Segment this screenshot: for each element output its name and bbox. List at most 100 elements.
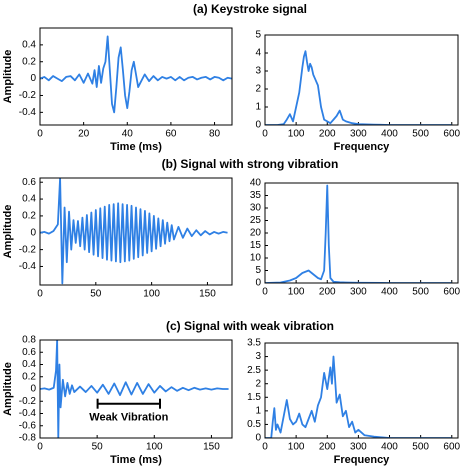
x-tick-label: 200 (319, 287, 336, 298)
axes-frame (264, 34, 459, 126)
y-tick-label: 0.4 (22, 359, 36, 370)
y-tick-label: 0.2 (22, 211, 36, 222)
signal-line (265, 50, 452, 125)
panel-title: (b) Signal with strong vibration (162, 157, 339, 171)
x-tick-label: 500 (412, 442, 429, 453)
x-tick-label: 0 (37, 129, 43, 140)
signal-line (265, 355, 452, 438)
x-tick-label: 100 (288, 287, 305, 298)
signal-line (40, 340, 229, 438)
y-tick-label: 0.6 (22, 177, 36, 188)
signal-line (40, 35, 232, 114)
x-tick-label: 500 (412, 129, 429, 140)
plot-area (40, 35, 232, 114)
y-tick-label: 2 (255, 378, 261, 389)
y-axis-label: Amplitude (2, 362, 14, 416)
y-tick-label: 1 (255, 102, 261, 113)
y-tick-label: 1 (255, 405, 261, 416)
y-tick-label: 25 (250, 215, 262, 226)
x-tick-label: 150 (199, 289, 216, 300)
axes-frame (39, 177, 233, 286)
x-tick-label: 150 (203, 442, 220, 453)
panel-title: (c) Signal with weak vibration (166, 319, 334, 333)
y-tick-label: -0.6 (19, 420, 37, 431)
axes-frame (264, 182, 459, 284)
x-axis-label: Time (ms) (110, 141, 162, 153)
y-tick-label: -0.2 (19, 396, 37, 407)
x-axis-label: Frequency (334, 141, 391, 153)
x-axis-label: Time (ms) (110, 454, 162, 466)
y-tick-label: 15 (250, 240, 262, 251)
x-tick-label: 400 (381, 129, 398, 140)
y-tick-label: 0 (255, 433, 261, 444)
axes-frame (39, 27, 233, 126)
axes-frame (264, 342, 459, 439)
y-tick-label: 4 (255, 48, 261, 59)
y-tick-label: 0 (255, 278, 261, 289)
y-tick-label: 1.5 (247, 392, 261, 403)
y-tick-label: 30 (250, 203, 262, 214)
axes-frame (39, 339, 233, 439)
y-tick-label: 0 (255, 120, 261, 131)
x-tick-label: 600 (443, 287, 460, 298)
x-tick-label: 0 (262, 287, 268, 298)
x-tick-label: 200 (319, 442, 336, 453)
y-tick-label: 0.2 (22, 56, 36, 67)
y-tick-label: 0.2 (22, 371, 36, 382)
plot-area (265, 355, 452, 438)
x-tick-label: 200 (319, 129, 336, 140)
signal-line (40, 178, 228, 285)
x-tick-label: 80 (209, 129, 221, 140)
x-tick-label: 300 (350, 129, 367, 140)
x-tick-label: 600 (443, 442, 460, 453)
y-tick-label: -0.2 (19, 244, 37, 255)
x-tick-label: 100 (288, 442, 305, 453)
x-axis-label: Frequency (334, 454, 391, 466)
x-tick-label: 300 (350, 442, 367, 453)
y-tick-label: -0.4 (19, 408, 37, 419)
y-tick-label: 40 (250, 178, 262, 189)
y-tick-label: -0.4 (19, 261, 37, 272)
y-tick-label: -0.2 (19, 90, 37, 101)
y-tick-label: 5 (255, 30, 261, 41)
x-tick-label: 0 (262, 442, 268, 453)
y-tick-label: 0.4 (22, 40, 36, 51)
y-tick-label: 0.8 (22, 335, 36, 346)
y-tick-label: 0.4 (22, 194, 36, 205)
plot-area (40, 340, 229, 438)
y-axis-label: Amplitude (2, 50, 14, 104)
signal-line (265, 184, 452, 283)
y-tick-label: 5 (255, 265, 261, 276)
y-tick-label: -0.4 (19, 107, 37, 118)
y-tick-label: 0.5 (247, 419, 261, 430)
y-axis-label: Amplitude (2, 205, 14, 259)
x-tick-label: 300 (350, 287, 367, 298)
x-tick-label: 100 (143, 289, 160, 300)
y-tick-label: 2 (255, 84, 261, 95)
y-tick-label: 20 (250, 228, 262, 239)
x-tick-label: 20 (78, 129, 90, 140)
plot-area (265, 50, 452, 125)
x-tick-label: 100 (146, 442, 163, 453)
x-tick-label: 40 (122, 129, 134, 140)
x-tick-label: 0 (262, 129, 268, 140)
y-tick-label: 35 (250, 190, 262, 201)
panel-title: (a) Keystroke signal (193, 2, 307, 16)
y-tick-label: 3 (255, 351, 261, 362)
y-tick-label: -0.8 (19, 433, 37, 444)
x-tick-label: 50 (92, 442, 104, 453)
plot-area (265, 184, 452, 283)
y-tick-label: 0.6 (22, 347, 36, 358)
y-tick-label: 10 (250, 253, 262, 264)
y-tick-label: 0 (30, 73, 36, 84)
x-tick-label: 500 (412, 287, 429, 298)
x-tick-label: 400 (381, 442, 398, 453)
x-tick-label: 0 (37, 442, 43, 453)
x-tick-label: 60 (165, 129, 177, 140)
x-tick-label: 400 (381, 287, 398, 298)
y-tick-label: 3.5 (247, 338, 261, 349)
x-tick-label: 50 (90, 289, 102, 300)
y-tick-label: 3 (255, 66, 261, 77)
annotation: Weak Vibration (89, 412, 168, 424)
